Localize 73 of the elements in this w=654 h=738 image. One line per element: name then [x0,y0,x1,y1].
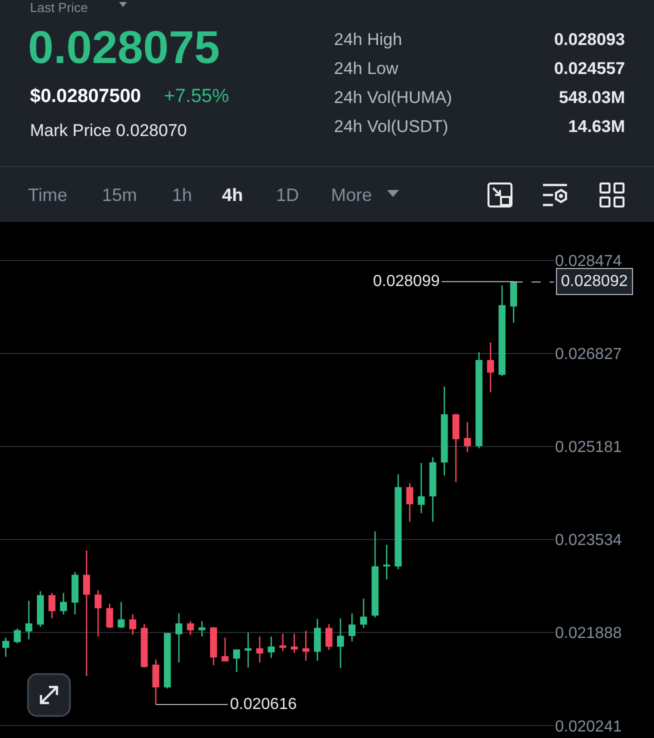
candlestick [383,544,390,580]
text: Last Price [30,0,88,15]
text: 14.63M [568,117,625,136]
candlestick [233,649,240,673]
candlestick [14,628,21,644]
text: 15m [102,185,138,205]
text: 4h [222,185,244,205]
candlestick [72,571,78,616]
text: +7.55% [164,86,229,107]
annotation: 0.020616 [230,696,297,713]
candlestick [268,636,275,659]
candlestick [256,636,264,664]
candlestick [348,612,356,642]
text: 0.024557 [554,59,625,78]
chart-title: 0.028075 [28,21,220,73]
candlestick [302,630,310,662]
text: 1h [172,185,192,205]
candlestick [498,284,506,377]
candlestick [337,618,344,669]
candlestick [94,589,102,638]
candlestick [48,592,56,620]
candlestick [452,413,460,483]
text: 1D [276,185,300,205]
candlestick [83,550,90,677]
ref-line-label: 0.028092 [561,273,628,290]
candlestick [510,281,518,324]
text: 24h Vol(HUMA) [334,88,452,107]
candlestick [314,618,321,662]
candlestick [36,590,44,628]
text: 24h Vol(USDT) [334,117,448,136]
candlestick [210,626,217,666]
text: $0.02807500 [30,86,141,107]
candlestick [290,632,298,654]
candlestick [2,636,10,658]
candlestick [360,598,368,629]
candlestick [487,342,494,393]
candlestick [60,592,67,616]
candlestick [140,623,148,668]
candlestick [429,456,436,522]
candlestick [440,386,448,476]
candlestick [25,600,32,640]
text: 24h High [334,30,402,49]
candlestick [222,636,229,662]
text: 0.028093 [554,30,625,49]
y-tick-label: 0.028474 [555,252,622,270]
y-tick-label: 0.023534 [555,532,622,550]
y-tick-label: 0.021888 [555,625,622,642]
candlestick [129,614,136,636]
candlestick [175,612,182,664]
candlestick [418,462,425,514]
annotation: 0.028099 [373,273,440,290]
candlestick [106,603,114,629]
candlestick [198,620,206,638]
candlestick [244,632,252,668]
text: More [331,185,372,205]
candlestick [406,482,414,522]
candlestick [186,620,194,636]
y-tick-label: 0.020241 [555,718,622,736]
candlestick [464,422,471,453]
candlestick [118,601,125,629]
candlestick [325,623,332,651]
candlestick [394,474,402,570]
candlestick [152,658,160,706]
text: 24h Low [334,59,398,78]
candlestick [372,530,379,618]
text: 548.03M [558,88,625,107]
text: Mark Price 0.028070 [30,121,187,140]
candlestick [164,632,171,690]
candlestick [476,352,482,449]
text: Time [28,185,68,205]
y-tick-label: 0.026827 [555,346,622,364]
y-tick-label: 0.025181 [555,439,622,456]
candlestick [279,632,286,652]
